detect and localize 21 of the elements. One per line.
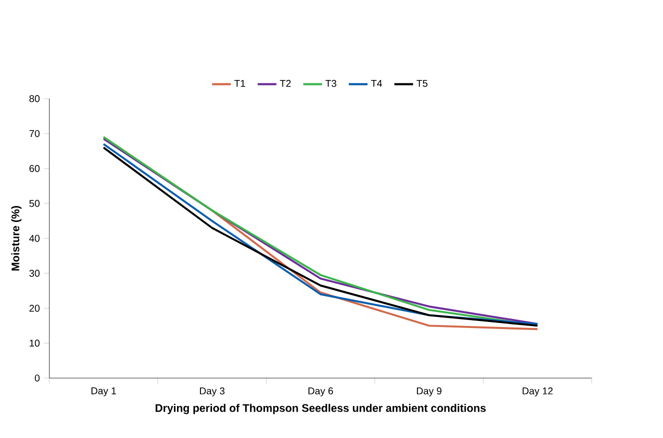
x-tick-label: Day 12 [522, 387, 553, 396]
y-tick-label: 40 [29, 234, 40, 242]
x-tick-label: Day 3 [200, 387, 224, 396]
y-tick-label: 80 [29, 94, 40, 102]
legend-label: T4 [371, 80, 382, 87]
x-axis-title: Drying period of Thompson Seedless under ambient conditions [156, 404, 486, 414]
y-tick-label: 0 [34, 374, 40, 382]
legend-label: T2 [280, 80, 291, 87]
x-tick-label: Day 1 [91, 387, 116, 396]
y-tick-label: 10 [30, 339, 40, 346]
y-tick-label: 50 [29, 200, 40, 207]
legend-label: T5 [416, 80, 428, 87]
y-tick-label: 60 [29, 164, 40, 172]
y-tick-label: 30 [29, 270, 40, 277]
x-tick-label: Day 9 [416, 387, 442, 396]
y-axis-title: Moisture (%) [11, 206, 22, 270]
x-tick-label: Day 6 [308, 387, 333, 396]
legend-label: T3 [325, 80, 336, 87]
y-tick-label: 20 [29, 304, 40, 312]
y-tick-label: 70 [29, 130, 40, 137]
legend-label: T1 [234, 80, 246, 87]
